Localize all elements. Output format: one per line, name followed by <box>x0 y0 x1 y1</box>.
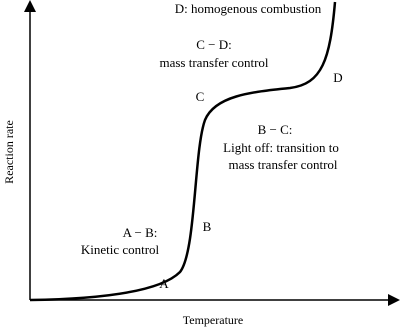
region-description: Kinetic control <box>81 242 160 257</box>
region-label: C − D: <box>196 37 232 52</box>
point-label: B <box>203 219 212 234</box>
region-label: A − B: <box>123 225 158 240</box>
y-axis-label: Reaction rate <box>2 120 16 184</box>
rate-curve <box>29 1 337 302</box>
point-label: C <box>196 89 205 104</box>
region-label: B − C: <box>258 122 293 137</box>
annotation: D: homogenous combustion <box>175 1 322 16</box>
region-description: Light off: transition to <box>223 140 339 155</box>
region-description: mass transfer control <box>159 55 268 70</box>
point-label: A <box>159 276 169 291</box>
region-description: mass transfer control <box>228 157 337 172</box>
point-label: D <box>333 70 342 85</box>
x-axis-label: Temperature <box>183 313 243 327</box>
